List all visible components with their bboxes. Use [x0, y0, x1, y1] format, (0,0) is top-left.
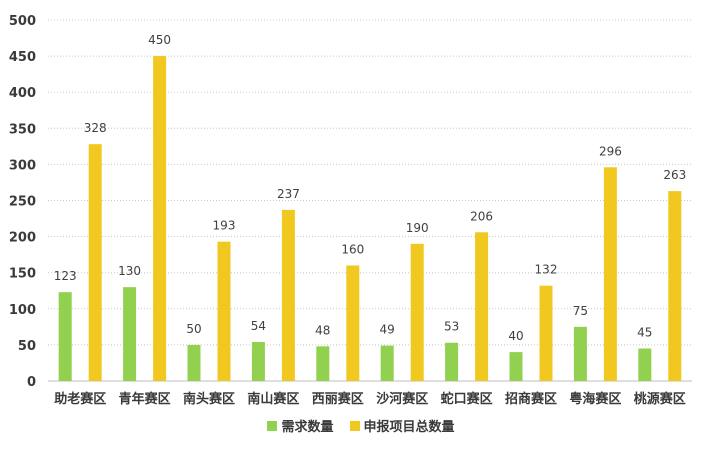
x-category-label: 招商赛区 [505, 391, 557, 407]
bar-series-2 [539, 285, 553, 381]
x-category-label: 南头赛区 [183, 391, 235, 407]
x-category-label: 桃源赛区 [634, 391, 686, 407]
data-label-series-2: 450 [148, 33, 171, 47]
y-tick-label: 500 [9, 14, 36, 29]
data-label-series-1: 50 [186, 322, 201, 336]
y-tick-label: 100 [9, 303, 36, 318]
legend-item-series-1: 需求数量 [267, 416, 334, 435]
legend-item-series-2: 申报项目总数量 [349, 416, 455, 435]
data-label-series-1: 123 [54, 269, 77, 283]
data-label-series-2: 190 [406, 221, 429, 235]
legend-label-series-2: 申报项目总数量 [363, 420, 455, 435]
bar-series-2 [88, 144, 102, 381]
x-category-label: 西丽赛区 [312, 391, 364, 407]
y-tick-label: 50 [18, 339, 36, 354]
bar-series-1 [251, 342, 265, 381]
data-label-series-1: 75 [573, 304, 588, 318]
chart-legend: 需求数量 申报项目总数量 [0, 416, 722, 435]
bar-series-1 [123, 287, 137, 381]
data-label-series-1: 53 [444, 320, 459, 334]
data-label-series-2: 132 [535, 263, 558, 277]
bar-series-1 [445, 342, 459, 381]
y-tick-label: 400 [9, 86, 36, 101]
x-category-label: 沙河赛区 [376, 391, 428, 407]
y-tick-label: 250 [9, 195, 36, 210]
y-tick-label: 150 [9, 267, 36, 282]
bar-series-1 [316, 346, 330, 381]
data-label-series-2: 237 [277, 187, 300, 201]
data-label-series-1: 40 [508, 329, 523, 343]
y-tick-label: 300 [9, 158, 36, 173]
bar-series-1 [638, 348, 652, 381]
data-label-series-1: 54 [251, 319, 266, 333]
x-category-label: 蛇口赛区 [441, 391, 493, 407]
data-label-series-1: 130 [118, 264, 141, 278]
y-tick-label: 0 [27, 375, 36, 390]
data-label-series-1: 48 [315, 323, 330, 337]
data-label-series-2: 263 [663, 168, 686, 182]
y-tick-label: 350 [9, 122, 36, 137]
data-label-series-2: 206 [470, 209, 493, 223]
legend-label-series-1: 需求数量 [281, 420, 334, 435]
bar-series-1 [380, 345, 394, 381]
x-category-label: 粤海赛区 [569, 391, 621, 407]
bar-series-1 [573, 326, 587, 381]
bar-series-2 [281, 209, 295, 381]
x-category-label: 助老赛区 [54, 391, 106, 407]
data-label-series-2: 193 [213, 219, 236, 233]
data-label-series-1: 49 [380, 323, 395, 337]
bar-series-2 [410, 243, 424, 381]
bar-series-2 [475, 232, 489, 381]
legend-swatch-series-1 [267, 420, 278, 431]
bar-series-2 [217, 241, 231, 381]
x-category-label: 青年赛区 [119, 391, 171, 407]
bar-series-2 [153, 56, 167, 381]
bar-series-2 [603, 167, 617, 381]
bar-series-2 [346, 265, 360, 381]
data-label-series-2: 296 [599, 144, 622, 158]
data-label-series-2: 160 [341, 242, 364, 256]
legend-swatch-series-2 [349, 420, 360, 431]
bar-series-2 [668, 191, 682, 381]
x-category-label: 南山赛区 [247, 391, 299, 407]
data-label-series-1: 45 [637, 326, 652, 340]
bar-series-1 [58, 292, 72, 381]
bar-series-1 [187, 344, 201, 381]
bar-series-1 [509, 352, 523, 381]
y-tick-label: 450 [9, 50, 36, 65]
data-label-series-2: 328 [84, 121, 107, 135]
y-tick-label: 200 [9, 231, 36, 246]
